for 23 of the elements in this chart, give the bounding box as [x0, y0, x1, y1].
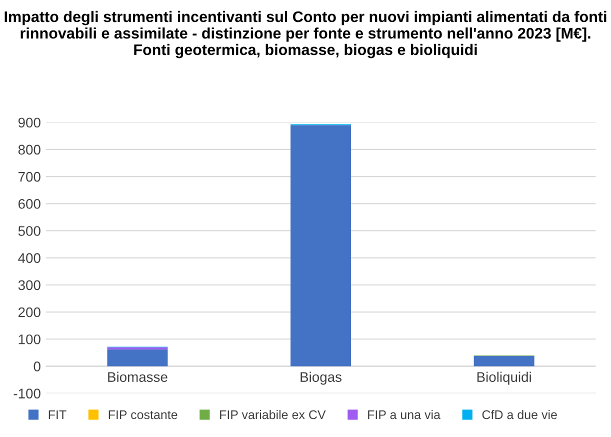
legend-label: FIP variabile ex CV [220, 410, 326, 420]
y-tick-label: 300 [18, 280, 40, 290]
bar [107, 349, 168, 366]
y-tick-label: 800 [18, 144, 40, 155]
y-tick-label: 700 [18, 172, 40, 182]
y-tick-label: 900 [18, 118, 40, 128]
legend-label: FIT [48, 410, 66, 420]
y-tick-label: 100 [18, 334, 40, 344]
x-tick-label: Biogas [300, 372, 342, 385]
y-tick-label: 0 [34, 362, 40, 372]
legend-label: CfD a due vie [482, 410, 557, 420]
y-tick-label: 500 [18, 226, 40, 236]
x-tick-label: Bioliquidi [477, 372, 531, 385]
y-tick-label: 200 [18, 307, 40, 318]
bar [290, 125, 352, 366]
legend-label: FIP a una via [368, 410, 440, 420]
chart-title: Impatto degli strumenti incentivanti sul Conto per nuovi impianti alimentati da fonti rinnovabili e assimilate - distinzione per fonte e strumento nell'anno 2023 [M€]. Fonti geotermica, biomasse, biogas e bioliquidi [4, 10, 606, 58]
x-tick-label: Biomasse [108, 372, 168, 382]
bar [474, 356, 534, 366]
y-tick-label: 400 [18, 253, 40, 263]
y-tick-label: -100 [14, 388, 40, 398]
legend-label: FIP costante [108, 410, 178, 420]
y-tick-label: 600 [18, 198, 40, 209]
